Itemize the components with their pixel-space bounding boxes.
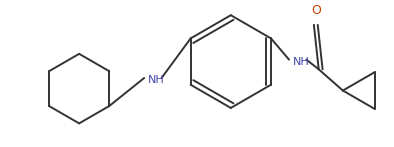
Text: NH: NH [293,57,310,67]
Text: O: O [311,4,321,17]
Text: NH: NH [148,75,165,85]
